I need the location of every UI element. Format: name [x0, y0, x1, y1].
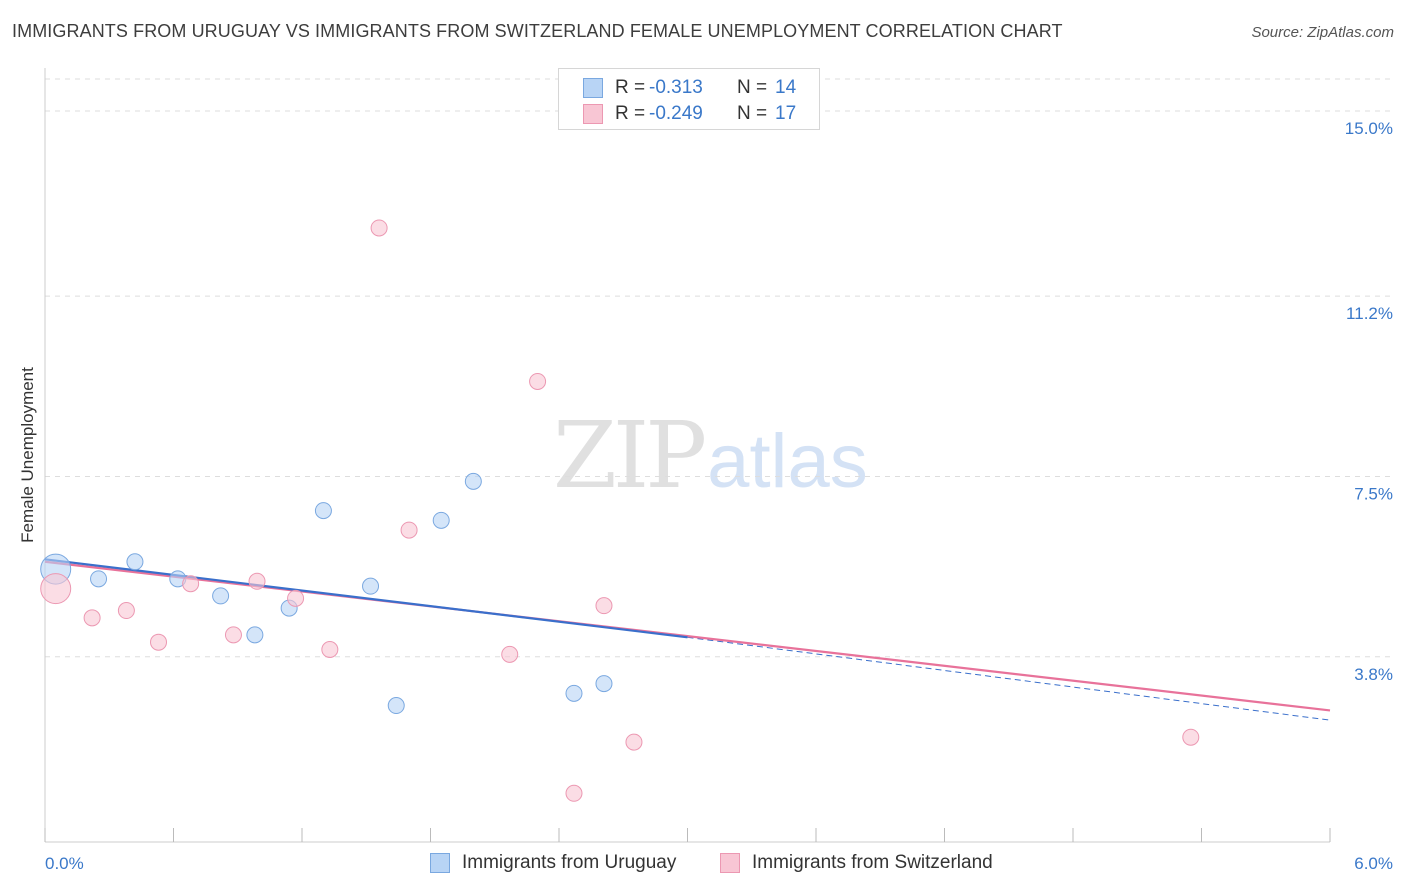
point-switzerland — [400, 521, 418, 539]
point-switzerland — [529, 372, 547, 390]
watermark-zip: ZIP — [553, 402, 707, 509]
source-label: Source: ZipAtlas.com — [1251, 24, 1394, 41]
point-switzerland — [117, 602, 135, 620]
point-switzerland — [321, 641, 339, 658]
legend-r-value: -0.249 — [649, 103, 703, 124]
bottom-legend-label-switzerland: Immigrants from Switzerland — [752, 852, 993, 873]
point-switzerland — [83, 609, 101, 627]
bottom-legend-swatch-uruguay — [430, 853, 450, 873]
correlation-legend: R = -0.313 N = 14 R = -0.249 N = 17 — [558, 68, 820, 130]
y-tick-label: 11.2% — [1346, 304, 1393, 323]
legend-n-label: N = — [737, 103, 768, 124]
x-tick-label: 6.0% — [1354, 854, 1393, 873]
legend-r-label: R = — [615, 77, 646, 98]
legend-r-label: R = — [615, 103, 646, 124]
x-tick-label: 0.0% — [45, 854, 84, 873]
point-uruguay — [212, 587, 230, 605]
point-switzerland — [224, 626, 242, 644]
legend-swatch-switzerland — [583, 104, 603, 124]
point-switzerland — [182, 575, 200, 593]
watermark-atlas: atlas — [707, 419, 868, 504]
grid-lines — [45, 78, 1395, 658]
point-switzerland — [501, 645, 519, 663]
point-switzerland — [565, 784, 583, 802]
y-tick-label: 15.0% — [1345, 119, 1393, 138]
point-switzerland — [625, 733, 643, 751]
bottom-legend-swatch-switzerland — [720, 853, 740, 873]
point-switzerland — [150, 633, 168, 651]
legend-n-value: 17 — [775, 103, 797, 124]
point-switzerland — [40, 573, 72, 605]
point-switzerland — [595, 597, 613, 615]
point-uruguay — [314, 502, 332, 520]
point-uruguay — [126, 553, 144, 571]
legend-n-value: 14 — [775, 77, 797, 98]
point-switzerland — [287, 589, 305, 607]
legend-r-value: -0.313 — [649, 77, 703, 98]
point-uruguay — [90, 570, 108, 588]
chart-title: IMMIGRANTS FROM URUGUAY VS IMMIGRANTS FR… — [12, 21, 1063, 41]
y-axis-title: Female Unemployment — [18, 367, 37, 543]
point-switzerland — [1182, 728, 1200, 746]
point-uruguay — [464, 472, 482, 490]
point-uruguay — [246, 626, 264, 644]
legend-swatch-uruguay — [583, 78, 603, 98]
bottom-legend-label-uruguay: Immigrants from Uruguay — [462, 852, 677, 873]
point-switzerland — [370, 219, 388, 237]
point-switzerland — [248, 572, 266, 590]
watermark: ZIPatlas — [553, 402, 868, 509]
tick-labels: 3.8% 7.5% 11.2% 15.0% 0.0% 6.0% — [45, 119, 1393, 873]
data-points — [40, 219, 1200, 802]
y-tick-label: 7.5% — [1354, 484, 1393, 503]
y-tick-label: 3.8% — [1354, 665, 1393, 684]
point-uruguay — [432, 511, 450, 529]
axes — [44, 68, 1331, 843]
legend-n-label: N = — [737, 77, 768, 98]
point-uruguay — [362, 577, 380, 595]
point-uruguay — [565, 684, 583, 702]
trend-line-uruguay-extension — [687, 636, 1331, 721]
point-uruguay — [387, 697, 405, 715]
point-uruguay — [595, 675, 613, 693]
trend-line-uruguay — [44, 558, 688, 639]
